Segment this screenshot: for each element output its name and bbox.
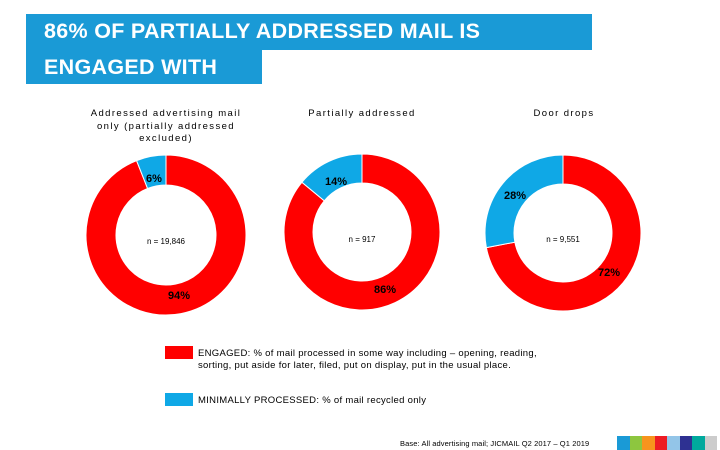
slice-label-minimally-processed: 28%: [504, 190, 526, 202]
footer-color-block: [692, 436, 705, 450]
chart-title-partially-addressed: Partially addressed: [308, 108, 416, 119]
footer-color-block: [642, 436, 655, 450]
footer-color-block: [667, 436, 680, 450]
sample-size-label: n = 19,846: [147, 237, 186, 246]
sample-size-label: n = 9,551: [546, 235, 580, 244]
source-note: Base: All advertising mail; JICMAIL Q2 2…: [400, 439, 590, 448]
title-line-2: ENGAGED WITH: [26, 50, 262, 84]
footer-color-block: [629, 436, 642, 450]
footer-color-block: [704, 436, 717, 450]
legend-text-engaged: ENGAGED: % of mail processed in some way…: [198, 348, 537, 371]
legend-swatch-minimally-processed: [165, 393, 193, 406]
slice-label-engaged: 94%: [168, 290, 190, 302]
slice-label-engaged: 86%: [374, 284, 396, 296]
chart-title-addressed: Addressed advertising mail only (partial…: [90, 108, 242, 144]
donut-slice-engaged: [85, 154, 247, 316]
title-line-1: 86% OF PARTIALLY ADDRESSED MAIL IS: [26, 14, 592, 50]
donut-slice-minimally-processed: [135, 154, 167, 190]
footer-color-block: [679, 436, 692, 450]
footer-color-strip: [617, 436, 717, 450]
slice-label-minimally-processed: 14%: [325, 176, 347, 188]
slice-label-minimally-processed: 6%: [146, 173, 162, 185]
sample-size-label: n = 917: [349, 235, 376, 244]
legend-text-minimally-processed: MINIMALLY PROCESSED: % of mail recycled …: [198, 395, 427, 406]
donut-slice-minimally-processed: [484, 154, 564, 249]
footer-color-block: [654, 436, 667, 450]
footer-color-block: [617, 436, 630, 450]
legend-swatch-engaged: [165, 346, 193, 359]
donut-slice-engaged: [485, 154, 642, 312]
donut-slice-engaged: [283, 153, 441, 311]
donut-slice-minimally-processed: [301, 153, 363, 202]
slice-label-engaged: 72%: [598, 267, 620, 279]
chart-title-door-drops: Door drops: [533, 108, 595, 119]
